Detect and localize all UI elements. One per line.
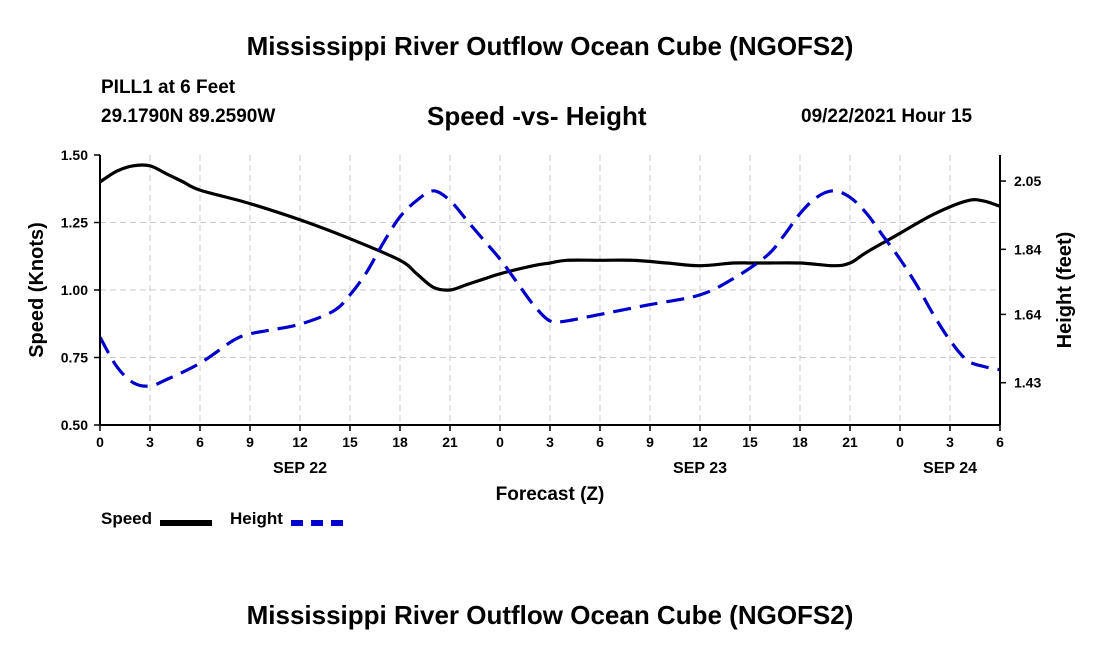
series-line-speed bbox=[99, 163, 1001, 292]
x-tick-label: 15 bbox=[742, 434, 758, 450]
series-line-height bbox=[98, 189, 1001, 388]
footer-title: Mississippi River Outflow Ocean Cube (NG… bbox=[246, 600, 854, 630]
x-tick-label: 18 bbox=[392, 434, 408, 450]
x-tick-label: 6 bbox=[996, 434, 1004, 450]
grid-lines bbox=[100, 155, 1000, 425]
x-tick-label: 9 bbox=[646, 434, 654, 450]
x-tick-label: 6 bbox=[596, 434, 604, 450]
y-axis-label: Speed (Knots) bbox=[26, 222, 48, 358]
x-tick-label: 3 bbox=[546, 434, 554, 450]
date-label: SEP 22 bbox=[273, 460, 327, 477]
x-tick-label: 0 bbox=[96, 434, 104, 450]
x-tick-label: 12 bbox=[692, 434, 708, 450]
y-tick-label: 1.50 bbox=[61, 147, 88, 163]
x-tick-label: 18 bbox=[792, 434, 808, 450]
legend-height-swatch bbox=[291, 520, 343, 526]
x-tick-label: 3 bbox=[946, 434, 954, 450]
x-tick-label: 21 bbox=[842, 434, 858, 450]
legend-height-label: Height bbox=[230, 509, 283, 528]
y-tick-label: 1.00 bbox=[61, 282, 88, 298]
axes bbox=[94, 154, 1006, 431]
station-coordinates: 29.1790N 89.2590W bbox=[101, 106, 276, 127]
x-tick-label: 21 bbox=[442, 434, 458, 450]
y2-axis-label: Height (feet) bbox=[1054, 232, 1076, 349]
y2-tick-label: 1.43 bbox=[1014, 375, 1041, 391]
y2-tick-label: 2.05 bbox=[1014, 173, 1041, 189]
chart-subtitle: Speed -vs- Height bbox=[427, 101, 647, 131]
chart-main-title: Mississippi River Outflow Ocean Cube (NG… bbox=[246, 31, 854, 61]
x-tick-label: 3 bbox=[146, 434, 154, 450]
x-tick-label: 12 bbox=[292, 434, 308, 450]
x-tick-label: 6 bbox=[196, 434, 204, 450]
x-tick-label: 9 bbox=[246, 434, 254, 450]
y2-tick-label: 1.64 bbox=[1014, 306, 1041, 322]
y2-tick-label: 1.84 bbox=[1014, 241, 1041, 257]
x-axis-label: Forecast (Z) bbox=[496, 484, 605, 505]
x-tick-label: 0 bbox=[896, 434, 904, 450]
y-tick-label: 0.75 bbox=[61, 350, 88, 366]
legend-speed-swatch bbox=[160, 520, 212, 526]
date-label: SEP 24 bbox=[923, 460, 977, 477]
forecast-datetime: 09/22/2021 Hour 15 bbox=[801, 106, 973, 127]
date-label: SEP 23 bbox=[673, 460, 727, 477]
x-tick-label: 0 bbox=[496, 434, 504, 450]
x-tick-label: 15 bbox=[342, 434, 358, 450]
y-tick-label: 0.50 bbox=[61, 417, 88, 433]
tick-labels: 0 3 6 9 12 15 18 21 0 3 6 9 12 15 18 21 0 3 6 0.50 0.75 1.00 1… bbox=[61, 147, 1042, 477]
y-tick-label: 1.25 bbox=[61, 215, 88, 231]
legend-speed-label: Speed bbox=[101, 509, 153, 528]
station-label: PILL1 at 6 Feet bbox=[101, 77, 236, 98]
series-lines bbox=[98, 163, 1001, 388]
